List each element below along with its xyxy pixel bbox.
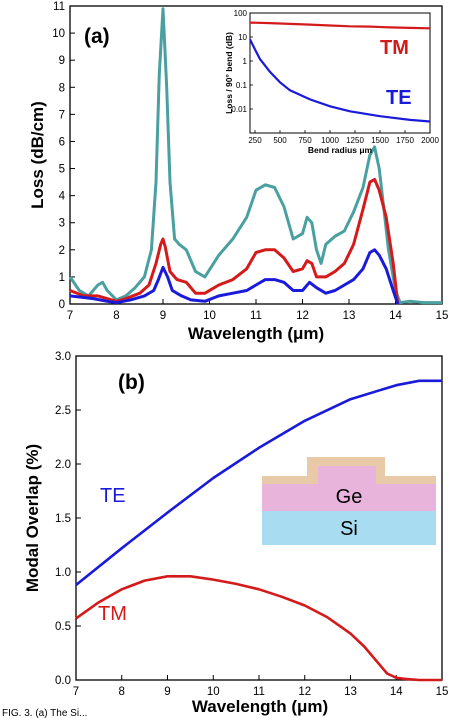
x-tick-label-a: 14	[389, 310, 402, 322]
inset-x-tick-label: 2000	[421, 136, 439, 145]
x-tick-label-a: 7	[67, 310, 73, 322]
y-tick-label-b: 2.0	[55, 459, 71, 471]
y-tick-label-b: 0.5	[55, 621, 71, 633]
inset-x-tick-label: 250	[248, 136, 262, 145]
inset-x-tick-label: 1250	[346, 136, 364, 145]
y-axis-title-b: Modal Overlap (%)	[23, 444, 42, 592]
inset-series-line-tm	[249, 21, 431, 30]
inset-x-tick-label: 1500	[371, 136, 389, 145]
y-tick-label-b: 1.5	[55, 513, 71, 525]
inset-x-axis-title: Bend radius μm	[308, 145, 373, 155]
y-tick-label-b: 3.0	[55, 351, 71, 363]
x-tick-label-a: 12	[296, 310, 309, 322]
inset-x-tick-label: 1750	[396, 136, 414, 145]
y-tick-label-a: 8	[59, 82, 65, 94]
ge-ridge	[318, 466, 376, 486]
y-tick-label-b: 1.0	[55, 567, 71, 579]
legend-tm: TM	[98, 603, 127, 625]
inset-y-tick-label: 10	[238, 33, 247, 42]
x-tick-label-b: 11	[253, 686, 265, 698]
y-tick-label-a: 3	[59, 218, 65, 230]
x-axis-title-b: Wavelength (μm)	[192, 697, 328, 716]
panel-b: 7 8 9 10 11 12 13 14 15 0.0 0.5 1.0 1.5 2.0 2.5 3.0 (b)…	[23, 351, 448, 716]
x-tick-label-b: 7	[73, 686, 79, 698]
series-line-tm	[75, 574, 442, 682]
inset-x-tick-label: 1000	[321, 136, 339, 145]
inset-background	[250, 13, 430, 133]
inset-legend-tm: TM	[380, 37, 409, 59]
x-tick-label-a: 8	[113, 310, 119, 322]
x-tick-label-a: 15	[436, 310, 449, 322]
si-substrate	[262, 511, 436, 545]
inset-y-tick-label: 0.1	[236, 81, 248, 90]
panel-label-b: (b)	[118, 371, 145, 394]
x-tick-label-a: 13	[343, 310, 356, 322]
inset-y-tick-label: 100	[234, 9, 248, 18]
x-tick-label-b: 9	[164, 686, 170, 698]
y-tick-label-a: 2	[59, 245, 65, 257]
series-line-te	[69, 248, 400, 305]
y-tick-label-a: 7	[59, 109, 65, 121]
ge-label: Ge	[336, 486, 363, 508]
ge-layer	[262, 484, 436, 511]
y-tick-label-a: 5	[59, 164, 65, 176]
inset-x-tick-label: 750	[298, 136, 312, 145]
x-tick-label-b: 8	[119, 686, 125, 698]
y-tick-label-a: 4	[59, 191, 66, 203]
inset-y-tick-label: 0.01	[231, 105, 247, 114]
x-tick-label-a: 11	[250, 310, 262, 322]
panel-label-a: (a)	[84, 25, 110, 48]
series-line-total	[68, 7, 442, 305]
series-line-tm	[69, 177, 400, 305]
y-tick-label-b: 0.0	[55, 675, 71, 687]
x-tick-label-b: 14	[390, 686, 403, 698]
inset-frame	[249, 12, 431, 134]
inset-y-axis-title: Loss / 90° bend (dB)	[224, 32, 234, 114]
y-axis-title-a: Loss (dB/cm)	[28, 101, 47, 209]
inset-series-line-te	[249, 38, 431, 123]
y-tick-label-a: 6	[59, 136, 65, 148]
inset-x-tick-label: 500	[273, 136, 287, 145]
si-label: Si	[340, 518, 358, 540]
y-tick-label-a: 10	[52, 28, 65, 40]
x-tick-label-b: 13	[344, 686, 357, 698]
inset-y-tick-label: 1	[243, 57, 248, 66]
legend-te: TE	[100, 485, 126, 507]
y-tick-label-a: 11	[53, 1, 65, 13]
x-tick-label-a: 10	[203, 310, 216, 322]
y-tick-label-a: 1	[59, 272, 65, 284]
x-tick-label-b: 15	[436, 686, 449, 698]
x-tick-label-b: 10	[207, 686, 220, 698]
series-line-te	[75, 379, 442, 587]
x-tick-label-b: 12	[298, 686, 311, 698]
inset-legend-te: TE	[386, 87, 412, 109]
waveguide-schematic: Ge Si	[262, 457, 436, 545]
y-tick-label-a: 0	[59, 299, 65, 311]
figure-caption: FIG. 3. (a) The Si...	[2, 708, 87, 718]
inset-plot: 250 500 750 1000 1250 1500 1750 2000 0.01 0.1 1 10 1…	[224, 9, 439, 155]
y-tick-label-b: 2.5	[55, 405, 71, 417]
x-tick-label-a: 9	[160, 310, 166, 322]
x-axis-title-a: Wavelength (μm)	[188, 324, 324, 343]
y-tick-label-a: 9	[59, 55, 65, 67]
